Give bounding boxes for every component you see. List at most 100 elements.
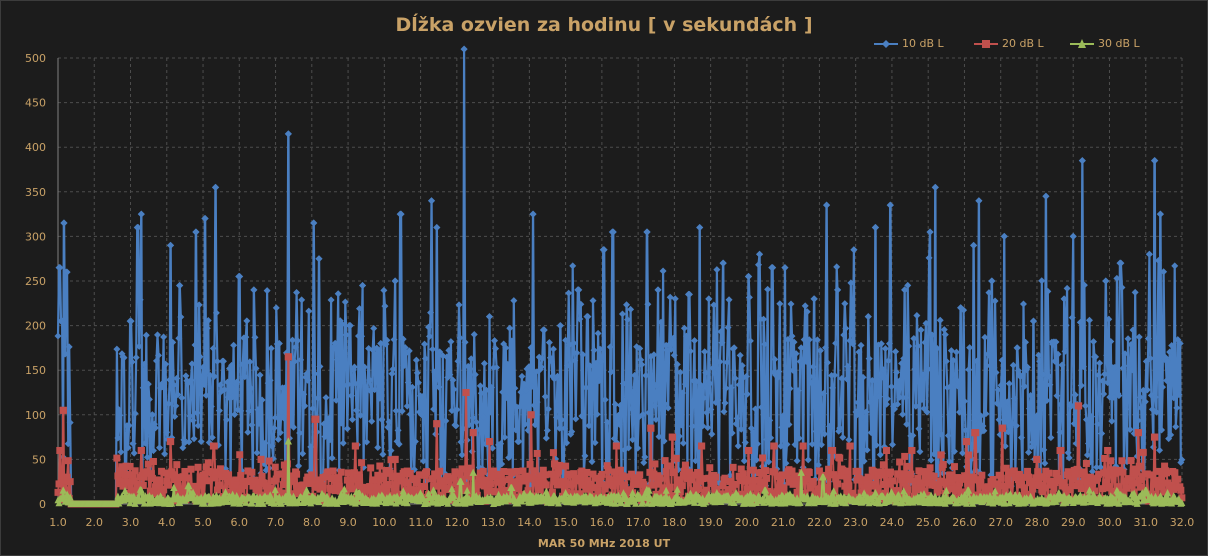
data-point [774,374,782,382]
data-point [165,481,173,489]
data-point [356,305,364,313]
data-point [1040,473,1048,481]
data-point [1044,497,1052,505]
data-point [598,470,606,478]
data-point [374,444,382,452]
data-point [603,418,611,426]
data-point [842,499,850,507]
data-point [583,468,591,476]
data-point [327,296,335,304]
data-point [216,381,224,389]
data-point [639,498,647,506]
data-point [594,487,602,495]
data-point [1094,420,1102,428]
data-point [655,433,663,441]
legend-label-20db: 20 dB L [1002,37,1044,50]
data-point [1002,404,1010,412]
data-point [789,366,797,374]
data-point [756,250,764,258]
data-point [755,261,763,269]
x-tick-label: 7.0 [267,516,285,529]
data-point [485,313,493,321]
data-point [344,380,352,388]
data-point [703,409,711,417]
data-point [991,297,999,305]
data-point [661,400,669,408]
data-point [873,486,881,494]
data-point [419,457,427,465]
data-point [216,465,224,473]
data-point [1069,232,1077,240]
data-point [1134,417,1142,425]
data-point [947,485,955,493]
data-point [586,362,594,370]
data-point [1105,483,1113,491]
data-point [457,438,465,446]
data-point [694,427,702,435]
data-point [626,383,634,391]
data-point [504,360,512,368]
data-point [876,451,884,459]
data-point [1082,416,1090,424]
data-point [236,451,244,459]
data-point [113,454,121,462]
data-point [401,344,409,352]
data-point [469,414,477,422]
data-point [1100,469,1108,477]
data-point [537,363,545,371]
data-point [886,468,894,476]
data-point [439,491,447,499]
data-point [357,411,365,419]
data-point [496,488,504,496]
data-point [1129,326,1137,334]
data-point [909,432,917,440]
data-point [582,485,590,493]
data-point [611,499,619,507]
data-point [515,438,523,446]
data-point [167,241,175,249]
data-point [300,390,308,398]
data-point [455,495,463,503]
data-point [298,296,306,304]
data-point [713,266,721,274]
x-tick-label: 10.0 [372,516,397,529]
data-point [904,486,912,494]
data-point [414,379,422,387]
data-point [591,484,599,492]
data-point [142,331,150,339]
data-point [647,424,655,432]
data-point [149,447,157,455]
data-point [1099,485,1107,493]
data-point [434,471,442,479]
data-point [1086,486,1094,494]
data-point [543,426,551,434]
data-point [965,366,973,374]
data-point [391,455,399,463]
data-point [986,352,994,360]
data-point [63,473,71,481]
data-point [1020,484,1028,492]
data-point [1062,490,1070,498]
data-point [567,480,575,488]
data-point [939,461,947,469]
data-point [239,477,247,485]
data-point [442,417,450,425]
x-tick-label: 31.0 [1133,516,1158,529]
data-point [187,376,195,384]
data-point [658,489,666,497]
data-point [656,474,664,482]
data-point [730,499,738,507]
data-point [491,337,499,345]
data-point [669,334,677,342]
data-point [1171,262,1179,270]
data-point [988,277,996,285]
data-point [502,344,510,352]
data-point [573,349,581,357]
data-point [568,428,576,436]
data-point [716,358,724,366]
data-point [378,416,386,424]
data-point [358,332,366,340]
data-point [471,371,479,379]
data-point [994,486,1002,494]
data-point [1134,429,1142,437]
